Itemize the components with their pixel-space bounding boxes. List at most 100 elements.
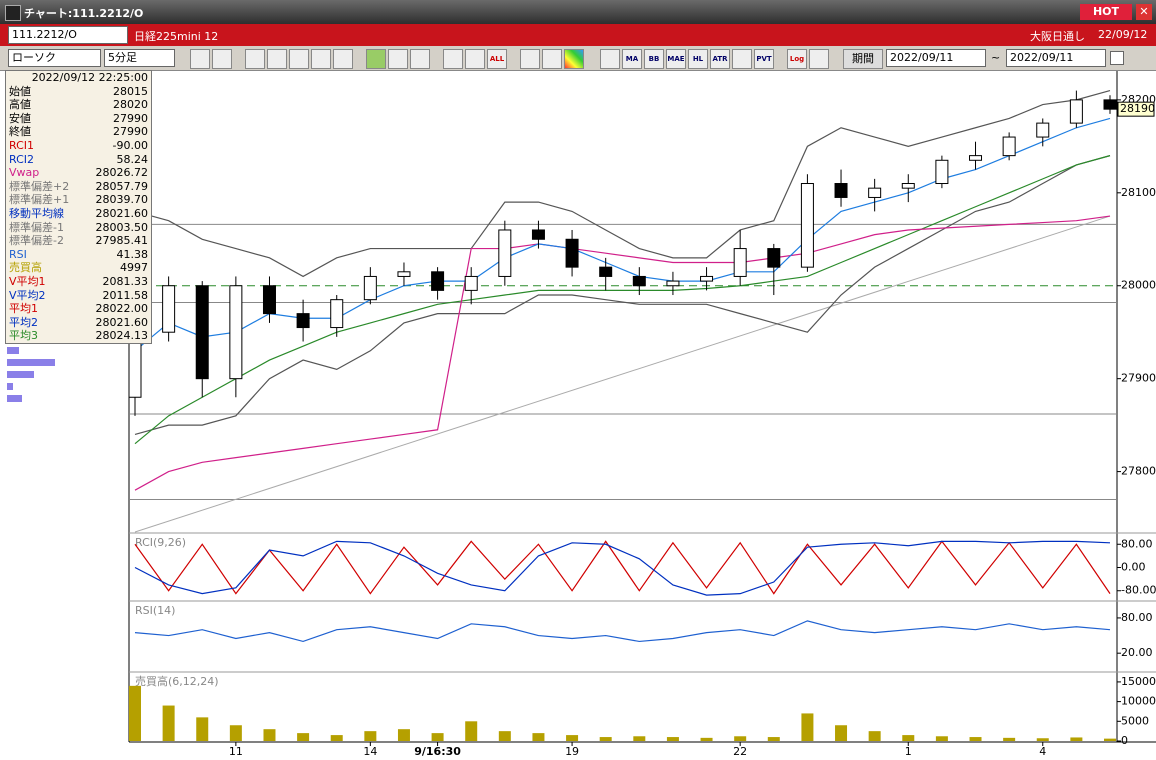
volume-bar [902, 735, 915, 741]
checkbox[interactable] [1110, 51, 1124, 65]
all-button[interactable]: ALL [487, 49, 507, 69]
volume-bar [129, 685, 141, 741]
interval-combo[interactable]: 5分足 [104, 49, 175, 67]
mae-button[interactable]: MAE [666, 49, 686, 69]
y-tick-label: 80.00 [1121, 537, 1153, 550]
y-tick-label: 0.00 [1121, 561, 1146, 574]
x-tick-label: 14 [363, 745, 377, 758]
volume-bar [297, 733, 310, 741]
tool-button[interactable] [267, 49, 287, 69]
info-row: 安値 27990 [6, 112, 151, 126]
candle-body [565, 238, 579, 268]
info-row: RSI 41.38 [6, 248, 151, 262]
period-button[interactable]: 期間 [843, 49, 883, 69]
volume-bar [196, 717, 209, 741]
y-tick-label: 5000 [1121, 714, 1149, 727]
overlay-line [134, 155, 1111, 436]
tool-button[interactable] [333, 49, 353, 69]
tool-button[interactable] [564, 49, 584, 69]
x-tick-label: 22 [733, 745, 747, 758]
candle-body [700, 275, 714, 282]
volume-bar [465, 721, 478, 741]
window-title: チャート:111.2212/O [24, 7, 144, 20]
info-value: 41.38 [116, 247, 149, 261]
rsi-line [134, 620, 1111, 643]
volume-bar [364, 731, 377, 741]
volume-bar [566, 735, 579, 741]
tool-button[interactable] [732, 49, 752, 69]
candle-body [800, 183, 814, 268]
info-row: 標準偏差-1 28003.50 [6, 221, 151, 235]
volume-bar [1003, 737, 1016, 741]
to-date[interactable]: 2022/09/11 [1006, 49, 1106, 67]
symbol-combo[interactable]: 111.2212/O [8, 26, 128, 44]
info-row: 平均3 28024.13 [6, 329, 151, 343]
tool-button[interactable] [520, 49, 540, 69]
atr-button[interactable]: ATR [710, 49, 730, 69]
header-bar: 111.2212/O 日経225mini 12 大阪日通し 22/09/12 [0, 24, 1156, 46]
session: 大阪日通し [1030, 30, 1085, 43]
info-row: 標準偏差+1 28039.70 [6, 193, 151, 207]
info-value: 28039.70 [95, 193, 149, 207]
tool-button[interactable] [410, 49, 430, 69]
candle-body [666, 280, 680, 287]
volume-bar [599, 737, 612, 741]
tool-button[interactable] [809, 49, 829, 69]
volume-bar [263, 729, 276, 741]
tool-button[interactable] [289, 49, 309, 69]
candle-body [599, 266, 613, 277]
candle-body [632, 275, 646, 287]
candle-body [1069, 99, 1083, 124]
volume-bar [666, 737, 679, 741]
tool-button[interactable] [465, 49, 485, 69]
tool-button[interactable] [212, 49, 232, 69]
symbol-name: 日経225mini 12 [134, 30, 219, 43]
volume-bar [431, 733, 444, 741]
hot-button[interactable]: HOT [1080, 4, 1132, 20]
volume-bar [1104, 738, 1116, 741]
info-label: 平均3 [9, 329, 38, 343]
tool-button[interactable] [245, 49, 265, 69]
volume-bar [1036, 738, 1049, 741]
info-row: 売買高 4997 [6, 261, 151, 275]
panel-label: RSI(14) [135, 604, 175, 617]
overlay-line [134, 90, 1111, 278]
candle-body [330, 299, 344, 329]
log-button[interactable]: Log [787, 49, 807, 69]
volume-bar [700, 737, 713, 741]
pvt-button[interactable]: PVT [754, 49, 774, 69]
volume-bar [801, 713, 814, 741]
candle-body [935, 159, 949, 185]
info-rows: 始値 28015 高値 28020 安値 27990 終値 27990 RCI1 -90.00 RC… [6, 85, 151, 343]
tool-button[interactable] [388, 49, 408, 69]
info-row: 標準偏差+2 28057.79 [6, 180, 151, 194]
tool-button[interactable] [600, 49, 620, 69]
bb-button[interactable]: BB [644, 49, 664, 69]
style-combo[interactable]: ローソク [8, 49, 101, 67]
hl-button[interactable]: HL [688, 49, 708, 69]
y-tick-label: 80.00 [1121, 611, 1153, 624]
info-value: 2081.33 [102, 274, 149, 288]
x-tick-label: 1 [905, 745, 912, 758]
info-row: 高値 28020 [6, 98, 151, 112]
candle-body [1002, 136, 1016, 157]
candle-body [1036, 122, 1050, 138]
from-date[interactable]: 2022/09/11 [886, 49, 986, 67]
volume-bar [498, 731, 511, 741]
tool-button[interactable] [443, 49, 463, 69]
volume-bar [734, 736, 747, 741]
tool-button[interactable] [542, 49, 562, 69]
info-row: 標準偏差-2 27985.41 [6, 234, 151, 248]
tool-button[interactable] [366, 49, 386, 69]
close-button[interactable]: ✕ [1136, 4, 1152, 20]
info-value: 28015 [113, 84, 148, 98]
y-tick-label: 20.00 [1121, 646, 1153, 659]
volume-bar [767, 737, 780, 741]
tool-button[interactable] [311, 49, 331, 69]
tool-button[interactable] [190, 49, 210, 69]
candle-body [229, 285, 243, 380]
info-label: 移動平均線 [9, 206, 64, 220]
y-tick-label: 27800 [1121, 465, 1156, 478]
info-label: 標準偏差-1 [9, 220, 64, 234]
ma-button[interactable]: MA [622, 49, 642, 69]
